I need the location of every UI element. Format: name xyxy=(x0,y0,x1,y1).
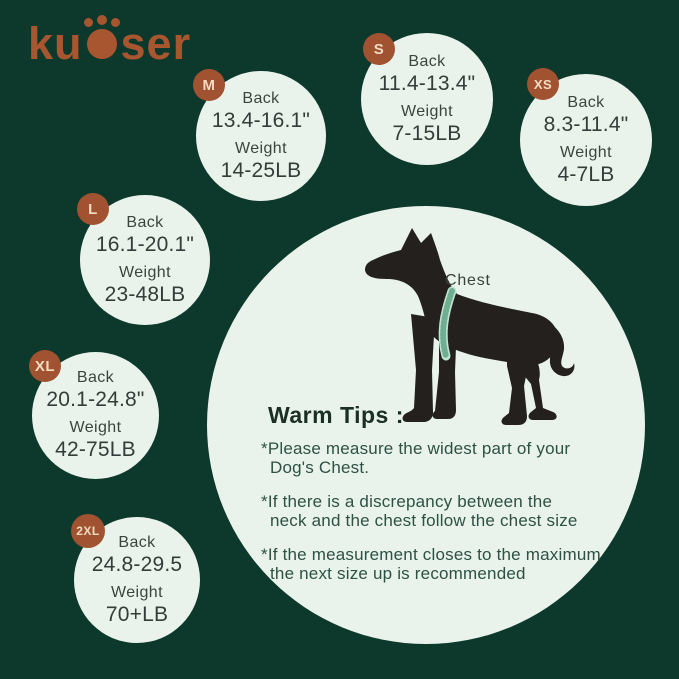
weight-label: Weight xyxy=(401,102,453,120)
weight-range: 4-7LB xyxy=(557,162,615,186)
weight-label: Weight xyxy=(119,263,171,281)
warm-tip-line: Dog's Chest. xyxy=(270,458,370,477)
brand-logo-suffix: ser xyxy=(120,18,192,69)
back-range: 11.4-13.4" xyxy=(378,71,476,95)
weight-label: Weight xyxy=(69,419,122,436)
warm-tip-line: the next size up is recommended xyxy=(270,564,526,583)
weight-range: 14-25LB xyxy=(220,158,302,182)
dog-silhouette xyxy=(365,228,575,425)
back-label: Back xyxy=(126,213,164,231)
size-circle-xl: XL Back 20.1-24.8" Weight 42-75LB xyxy=(29,350,159,479)
size-circle-m: M Back 13.4-16.1" Weight 14-25LB xyxy=(193,69,326,201)
warm-tips-list: *Please measure the widest part of your … xyxy=(261,439,606,598)
back-label: Back xyxy=(408,52,446,70)
warm-tip-line: *If the measurement closes to the maximu… xyxy=(261,545,601,564)
paw-toe-icon xyxy=(96,15,107,25)
back-range: 24.8-29.5 xyxy=(91,552,183,576)
weight-range: 23-48LB xyxy=(104,282,186,306)
measuring-tape-icon xyxy=(438,286,457,361)
warm-tips-title: Warm Tips : xyxy=(268,402,404,428)
size-badge-m: M xyxy=(193,69,225,101)
chest-label: Chest xyxy=(445,272,491,289)
size-circle-xs: XS Back 8.3-11.4" Weight 4-7LB xyxy=(520,68,652,206)
back-range: 8.3-11.4" xyxy=(543,112,629,136)
paw-icon xyxy=(83,15,120,59)
weight-range: 42-75LB xyxy=(55,438,136,461)
warm-tip-item: *Please measure the widest part of your … xyxy=(261,439,606,477)
warm-tip-line: *Please measure the widest part of your xyxy=(261,439,571,458)
back-label: Back xyxy=(242,89,280,107)
measurement-diagram-circle: Chest Warm Tips : *Please measure the wi… xyxy=(207,206,645,644)
back-range: 20.1-24.8" xyxy=(46,388,145,411)
warm-tip-item: *If there is a discrepancy between the n… xyxy=(261,492,606,530)
weight-range: 70+LB xyxy=(105,602,169,626)
brand-logo-prefix: ku xyxy=(28,18,83,69)
warm-tip-item: *If the measurement closes to the maximu… xyxy=(261,545,606,583)
weight-range: 7-15LB xyxy=(392,121,462,145)
size-badge-xl: XL xyxy=(29,350,61,382)
paw-toe-icon xyxy=(83,18,93,27)
size-circle-2xl: 2XL Back 24.8-29.5 Weight 70+LB xyxy=(71,514,200,643)
back-label: Back xyxy=(118,533,156,551)
size-badge-s: S xyxy=(363,33,395,65)
warm-tip-line: neck and the chest follow the chest size xyxy=(270,511,578,530)
size-badge-xs: XS xyxy=(527,68,559,100)
size-circle-s: S Back 11.4-13.4" Weight 7-15LB xyxy=(361,33,493,165)
back-range: 13.4-16.1" xyxy=(211,108,311,132)
weight-label: Weight xyxy=(235,139,287,157)
size-badge-2xl: 2XL xyxy=(71,514,105,548)
size-circle-l: L Back 16.1-20.1" Weight 23-48LB xyxy=(77,193,210,325)
weight-label: Weight xyxy=(111,583,163,601)
back-label: Back xyxy=(76,369,115,386)
brand-logo: ku ser xyxy=(28,15,192,69)
size-badge-l: L xyxy=(77,193,109,225)
weight-label: Weight xyxy=(560,143,612,161)
back-range: 16.1-20.1" xyxy=(95,232,195,256)
warm-tip-line: *If there is a discrepancy between the xyxy=(261,492,553,511)
back-label: Back xyxy=(567,93,605,111)
paw-toe-icon xyxy=(110,18,120,27)
